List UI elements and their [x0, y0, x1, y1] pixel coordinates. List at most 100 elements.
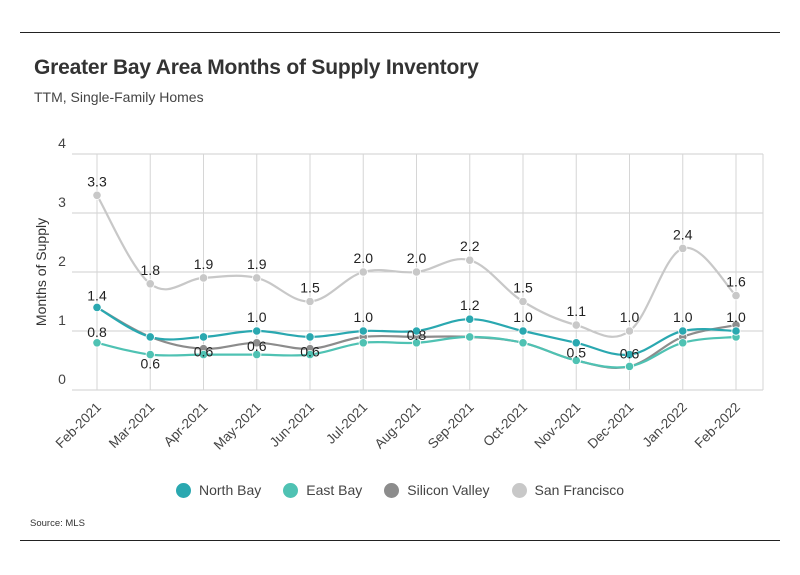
x-tick-label: Dec-2021 — [585, 400, 637, 452]
legend-item-east-bay: East Bay — [283, 482, 362, 498]
north-bay-data-label: 1.0 — [673, 309, 693, 325]
san-francisco-point — [465, 255, 475, 265]
north-bay-point — [92, 302, 102, 312]
east-bay-point — [465, 332, 475, 342]
x-tick-label: Jun-2021 — [267, 400, 317, 450]
x-tick-label: May-2021 — [211, 400, 264, 453]
legend-item-san-francisco: San Francisco — [511, 482, 624, 498]
east-bay-point — [624, 361, 635, 371]
san-francisco-point — [92, 190, 102, 200]
x-tick-label: Oct-2021 — [480, 400, 530, 450]
silicon-valley-data-label: 0.5 — [567, 345, 587, 361]
san-francisco-data-label: 2.0 — [354, 250, 374, 266]
san-francisco-point — [252, 273, 262, 283]
legend-label-north-bay: North Bay — [199, 482, 262, 498]
north-bay-point — [678, 326, 688, 336]
legend-swatch-east-bay — [283, 482, 299, 498]
san-francisco-data-label: 3.3 — [87, 173, 107, 189]
san-francisco-point — [624, 326, 635, 336]
east-bay-point — [145, 349, 155, 360]
x-tick-label: Jan-2022 — [639, 400, 689, 450]
silicon-valley-data-label: 0.6 — [194, 344, 214, 360]
x-tick-label: Nov-2021 — [531, 400, 583, 452]
east-bay-point — [518, 338, 528, 348]
north-bay-data-label: 1.0 — [513, 309, 533, 325]
east-bay-point — [678, 338, 688, 348]
east-bay-point — [571, 355, 581, 366]
east-bay-point — [358, 338, 368, 348]
legend-swatch-silicon-valley — [384, 482, 400, 498]
east-bay-point — [411, 338, 422, 348]
north-bay-point — [624, 349, 635, 360]
legend-item-silicon-valley: Silicon Valley — [384, 482, 490, 498]
y-tick-label: 2 — [58, 253, 66, 269]
chart-title: Greater Bay Area Months of Supply Invent… — [34, 56, 479, 79]
san-francisco-data-label: 1.8 — [141, 262, 161, 278]
x-tick-label: Jul-2021 — [323, 400, 370, 447]
top-rule — [20, 32, 780, 33]
san-francisco-data-label: 2.2 — [460, 238, 480, 254]
san-francisco-point — [305, 296, 315, 307]
source-note: Source: MLS — [30, 518, 85, 529]
north-bay-point — [518, 326, 528, 336]
san-francisco-data-label: 1.5 — [513, 280, 533, 296]
legend-swatch-san-francisco — [511, 482, 527, 498]
east-bay-data-label: 0.6 — [620, 345, 640, 361]
san-francisco-data-label: 1.5 — [300, 280, 320, 296]
legend-item-north-bay: North Bay — [176, 482, 261, 498]
x-tick-label: Sep-2021 — [425, 400, 477, 452]
y-axis-label: Months of Supply — [33, 218, 49, 326]
x-tick-label: Mar-2021 — [106, 400, 157, 451]
x-tick-label: Aug-2021 — [372, 400, 424, 452]
north-bay-point — [731, 326, 741, 336]
east-bay-point — [252, 349, 262, 360]
san-francisco-point — [571, 320, 581, 330]
north-bay-point — [571, 338, 581, 348]
san-francisco-data-label: 1.9 — [194, 256, 214, 272]
north-bay-point — [411, 326, 422, 336]
legend-swatch-north-bay — [176, 482, 191, 498]
y-tick-label: 3 — [58, 194, 66, 210]
east-bay-point — [92, 338, 102, 348]
north-bay-point — [358, 326, 368, 336]
x-tick-label: Feb-2021 — [53, 400, 104, 451]
san-francisco-point — [731, 290, 741, 301]
east-bay-point — [305, 349, 315, 360]
san-francisco-data-label: 1.0 — [620, 309, 640, 325]
san-francisco-point — [678, 243, 688, 253]
north-bay-point — [145, 332, 155, 342]
east-bay-data-label: 0.8 — [407, 327, 427, 343]
san-francisco-data-label: 2.0 — [407, 250, 427, 266]
north-bay-data-label: 1.0 — [726, 309, 746, 325]
san-francisco-point — [198, 273, 209, 283]
silicon-valley-data-label: 0.6 — [300, 344, 320, 360]
north-bay-point — [305, 332, 315, 342]
east-bay-data-label: 0.6 — [141, 356, 161, 372]
data-labels: 1.0 1.0 1.2 1.0 1.0 1.0 0.8 0.6 0.8 0.6 1.4 0.6 0.6 0… — [87, 173, 746, 371]
san-francisco-point — [145, 279, 155, 289]
san-francisco-data-label: 1.6 — [726, 274, 746, 290]
north-bay-data-label: 1.0 — [354, 309, 374, 325]
san-francisco-data-label: 1.1 — [567, 303, 587, 319]
san-francisco-point — [358, 267, 368, 277]
bottom-rule — [20, 540, 780, 541]
north-bay-point — [465, 314, 475, 324]
north-bay-data-label: 1.0 — [247, 309, 267, 325]
north-bay-point — [198, 332, 209, 342]
legend-label-silicon-valley: Silicon Valley — [407, 482, 490, 498]
san-francisco-data-label: 1.9 — [247, 256, 267, 272]
north-bay-data-label: 1.2 — [460, 297, 480, 313]
east-bay-data-label: 0.8 — [87, 324, 107, 340]
series-points — [92, 190, 741, 371]
x-tick-label: Feb-2022 — [692, 400, 743, 451]
north-bay-point — [252, 326, 262, 336]
east-bay-point — [198, 349, 209, 360]
silicon-valley-data-label: 1.4 — [87, 287, 107, 303]
silicon-valley-data-label: 0.6 — [247, 338, 267, 354]
x-axis-ticks: Feb-2021 Mar-2021 Apr-2021 May-2021 Jun-2021… — [53, 400, 743, 453]
san-francisco-point — [518, 296, 528, 307]
san-francisco-point — [411, 267, 422, 277]
y-tick-label: 1 — [58, 312, 66, 328]
legend: North Bay East Bay Silicon Valley San Franc… — [0, 482, 800, 498]
